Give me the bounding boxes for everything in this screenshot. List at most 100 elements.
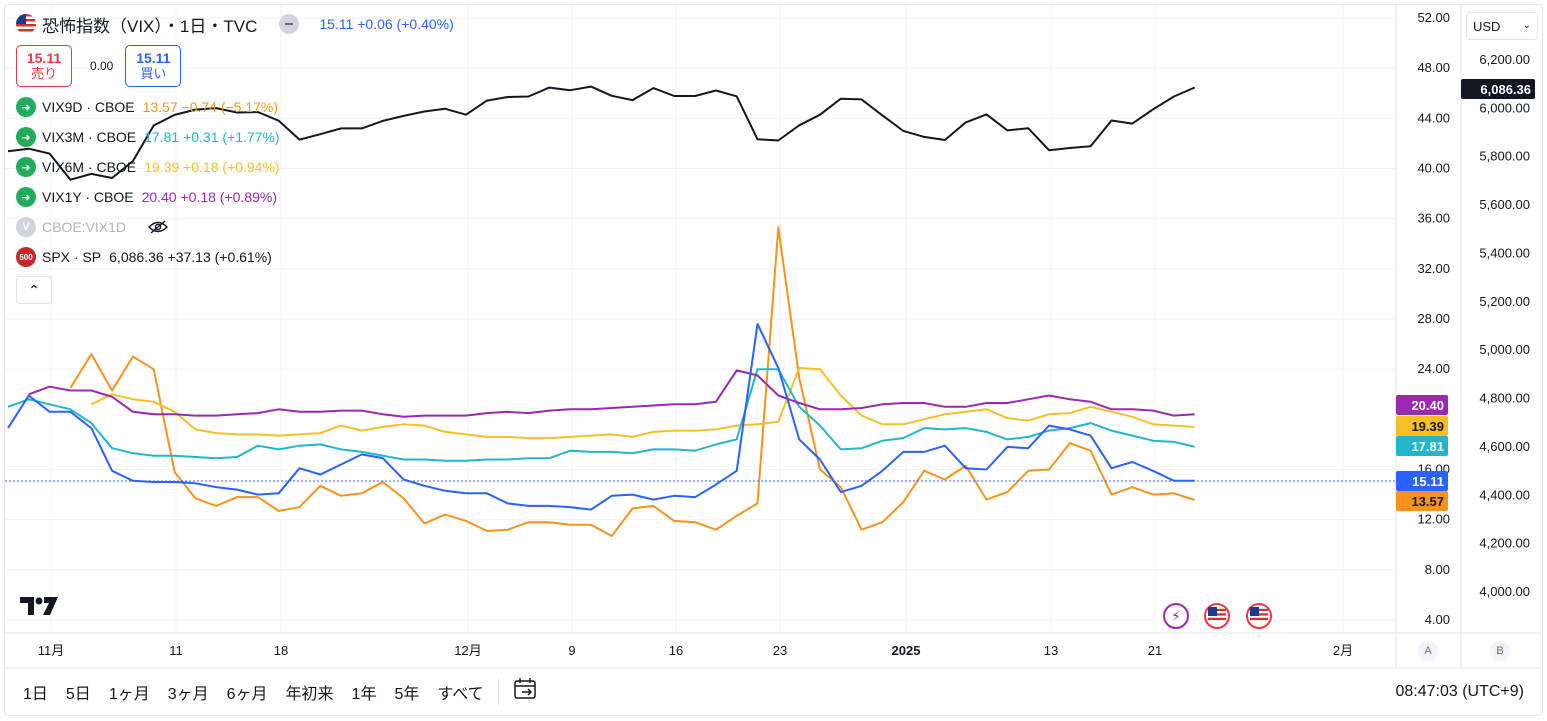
chevron-up-icon: ⌃ bbox=[28, 281, 40, 298]
time-axis-tick: 13 bbox=[1044, 643, 1058, 658]
arrow-right-icon: ➜ bbox=[16, 127, 36, 147]
time-axis-tick: 2月 bbox=[1333, 643, 1353, 658]
left-axis-tick: 28.00 bbox=[1417, 311, 1450, 326]
sp500-icon: 500 bbox=[16, 247, 36, 267]
legend-spx[interactable]: 500 SPX · SP 6,086.36 +37.13 (+0.61%) bbox=[16, 242, 454, 272]
tradingview-logo[interactable] bbox=[20, 597, 58, 622]
spx-price-tag: 6,086.36 bbox=[1461, 79, 1535, 99]
left-price-axis: 52.00 48.00 44.00 40.00 36.00 32.00 28.00 24.00… bbox=[1417, 10, 1450, 627]
legend-vix3m[interactable]: ➜ VIX3M · CBOE 17.81 +0.31 (+1.77%) bbox=[16, 122, 454, 152]
left-axis-tick: 4.00 bbox=[1425, 612, 1450, 627]
time-axis-tick: 12月 bbox=[454, 643, 481, 658]
vix6m-price-tag: 19.39 bbox=[1396, 416, 1448, 436]
sell-button[interactable]: 15.11 売り bbox=[16, 45, 72, 87]
buy-price: 15.11 bbox=[136, 50, 171, 66]
right-axis-tick: 5,400.00 bbox=[1479, 245, 1530, 260]
buy-button[interactable]: 15.11 買い bbox=[125, 45, 182, 87]
time-axis-tick: 11月 bbox=[38, 643, 65, 658]
currency-select[interactable]: USD ⌄ bbox=[1466, 12, 1538, 40]
left-axis-tick: 48.00 bbox=[1417, 60, 1450, 75]
range-6m[interactable]: 6ヶ月 bbox=[226, 685, 268, 703]
vix9d-price-tag: 13.57 bbox=[1396, 491, 1448, 511]
axis-separators bbox=[5, 5, 1542, 669]
symbol-price-change: 15.11 +0.06 (+0.40%) bbox=[319, 16, 454, 32]
range-5y[interactable]: 5年 bbox=[394, 685, 420, 703]
range-5d[interactable]: 5日 bbox=[65, 685, 91, 703]
right-axis-tick: 4,000.00 bbox=[1479, 584, 1530, 599]
lightning-icon[interactable]: ⚡ bbox=[1163, 603, 1189, 629]
grid-lines bbox=[5, 5, 1395, 633]
bottom-toolbar: 1日 5日 1ヶ月 3ヶ月 6ヶ月 年初来 1年 5年 すべて 08:47:03… bbox=[5, 668, 1542, 715]
legend-vix6m[interactable]: ➜ VIX6M · CBOE 19.39 +0.18 (+0.94%) bbox=[16, 152, 454, 182]
hidden-eye-icon[interactable] bbox=[148, 220, 169, 234]
range-3m[interactable]: 3ヶ月 bbox=[167, 685, 209, 703]
vix1d-logo-icon: V bbox=[16, 217, 36, 237]
legend-vix9d[interactable]: ➜ VIX9D · CBOE 13.57 −0.74 (−5.17%) bbox=[16, 92, 454, 122]
right-axis-tick: 5,600.00 bbox=[1479, 197, 1530, 212]
symbol-title-row: 恐怖指数（VIX）・1日・TVC 15.11 +0.06 (+0.40%) bbox=[16, 10, 454, 38]
legend-vix1d[interactable]: V CBOE:VIX1D bbox=[16, 212, 454, 242]
time-axis-tick: 23 bbox=[773, 643, 787, 658]
us-flag-event-icon[interactable] bbox=[1246, 603, 1272, 629]
right-axis-tick: 4,400.00 bbox=[1479, 487, 1530, 502]
series-name: VIX9D · CBOE bbox=[42, 99, 135, 115]
arrow-right-icon: ➜ bbox=[16, 97, 36, 117]
buy-label: 買い bbox=[140, 66, 167, 81]
time-axis-tick: 9 bbox=[568, 643, 575, 658]
left-axis-tick: 40.00 bbox=[1417, 161, 1450, 176]
us-flag-event-icon[interactable] bbox=[1204, 603, 1230, 629]
legend-vix1y[interactable]: ➜ VIX1Y · CBOE 20.40 +0.18 (+0.89%) bbox=[16, 182, 454, 212]
series-values: 17.81 +0.31 (+1.77%) bbox=[144, 129, 280, 145]
right-axis-tick: 6,200.00 bbox=[1479, 52, 1530, 67]
left-axis-tick: 44.00 bbox=[1417, 110, 1450, 125]
series-line-vix6m[interactable] bbox=[90, 366, 1195, 440]
series-values: 6,086.36 +37.13 (+0.61%) bbox=[109, 249, 272, 265]
series-name: VIX6M · CBOE bbox=[42, 159, 137, 175]
range-1d[interactable]: 1日 bbox=[23, 685, 48, 703]
left-axis-tick: 36.00 bbox=[1417, 211, 1450, 226]
toolbar-divider bbox=[497, 678, 499, 705]
series-line-vix9d[interactable] bbox=[69, 226, 1196, 537]
series-name: SPX · SP bbox=[42, 249, 102, 265]
range-1y[interactable]: 1年 bbox=[351, 685, 377, 703]
calendar-goto-icon[interactable] bbox=[513, 677, 539, 706]
auto-scale-a-button[interactable]: A bbox=[1418, 641, 1438, 661]
clock[interactable]: 08:47:03 (UTC+9) bbox=[1395, 682, 1524, 700]
arrow-right-icon: ➜ bbox=[16, 157, 36, 177]
left-axis-tick: 32.00 bbox=[1417, 261, 1450, 276]
series-line-vix[interactable] bbox=[7, 323, 1195, 511]
sell-price: 15.11 bbox=[26, 50, 62, 66]
time-axis-tick: 16 bbox=[669, 643, 683, 658]
right-axis-tick: 5,200.00 bbox=[1479, 294, 1530, 309]
auto-scale-b-button[interactable]: B bbox=[1490, 641, 1510, 661]
range-all[interactable]: すべて bbox=[437, 685, 484, 703]
time-axis-tick: 21 bbox=[1148, 643, 1162, 658]
right-axis-tick: 4,800.00 bbox=[1479, 391, 1530, 406]
arrow-right-icon: ➜ bbox=[16, 187, 36, 207]
minus-icon[interactable] bbox=[279, 14, 300, 34]
symbol-title[interactable]: 恐怖指数（VIX）・1日・TVC bbox=[42, 16, 258, 36]
range-ytd[interactable]: 年初来 bbox=[285, 685, 334, 703]
vix-price-tag: 15.11 bbox=[1396, 471, 1448, 491]
time-axis-tick: 2025 bbox=[892, 643, 921, 658]
time-axis-tick: 18 bbox=[274, 643, 288, 658]
series-line-vix1y[interactable] bbox=[28, 369, 1195, 418]
series-values: 19.39 +0.18 (+0.94%) bbox=[144, 159, 280, 175]
range-1m[interactable]: 1ヶ月 bbox=[108, 685, 150, 703]
series-name: VIX3M · CBOE bbox=[42, 129, 137, 145]
series-name: VIX1Y · CBOE bbox=[42, 189, 134, 205]
series-layer bbox=[7, 85, 1196, 537]
right-axis-tick: 5,800.00 bbox=[1479, 149, 1530, 164]
time-axis: 11月 11 18 12月 9 16 23 2025 13 21 2月 bbox=[38, 643, 1353, 658]
right-axis-tick: 6,000.00 bbox=[1479, 100, 1530, 115]
collapse-legend-button[interactable]: ⌃ bbox=[16, 276, 52, 304]
series-line-vix3m[interactable] bbox=[7, 368, 1195, 462]
right-axis-tick: 5,000.00 bbox=[1479, 342, 1530, 357]
left-axis-tick: 52.00 bbox=[1417, 10, 1450, 25]
us-flag-icon bbox=[16, 14, 36, 34]
series-line-spx[interactable] bbox=[7, 85, 1196, 181]
vix1y-price-tag: 20.40 bbox=[1396, 395, 1448, 415]
series-name: CBOE:VIX1D bbox=[42, 219, 127, 235]
